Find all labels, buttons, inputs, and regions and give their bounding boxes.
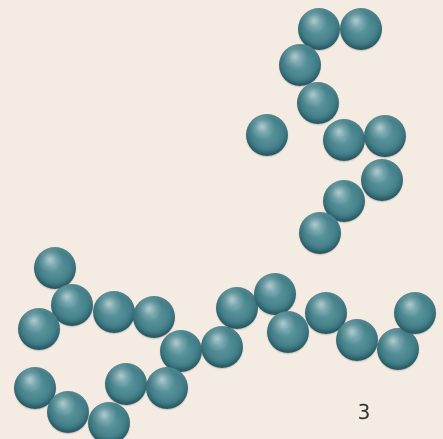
ball[interactable] bbox=[246, 114, 288, 156]
ball[interactable] bbox=[298, 8, 340, 50]
ball[interactable] bbox=[88, 402, 130, 439]
ball[interactable] bbox=[364, 115, 406, 157]
ball[interactable] bbox=[51, 284, 93, 326]
ball[interactable] bbox=[299, 212, 341, 254]
ball[interactable] bbox=[336, 319, 378, 361]
ball[interactable] bbox=[47, 391, 89, 433]
ball[interactable] bbox=[105, 363, 147, 405]
ball[interactable] bbox=[267, 311, 309, 353]
ball[interactable] bbox=[216, 287, 258, 329]
ball[interactable] bbox=[146, 367, 188, 409]
ball[interactable] bbox=[340, 8, 382, 50]
ball[interactable] bbox=[323, 119, 365, 161]
ball[interactable] bbox=[18, 308, 60, 350]
ball[interactable] bbox=[377, 328, 419, 370]
ball[interactable] bbox=[279, 44, 321, 86]
ball[interactable] bbox=[254, 273, 296, 315]
move-counter: 3 bbox=[357, 400, 371, 424]
ball[interactable] bbox=[93, 291, 135, 333]
ball[interactable] bbox=[34, 247, 76, 289]
ball[interactable] bbox=[394, 292, 436, 334]
ball[interactable] bbox=[361, 159, 403, 201]
ball[interactable] bbox=[160, 330, 202, 372]
ball[interactable] bbox=[297, 82, 339, 124]
ball[interactable] bbox=[201, 326, 243, 368]
ball[interactable] bbox=[133, 296, 175, 338]
